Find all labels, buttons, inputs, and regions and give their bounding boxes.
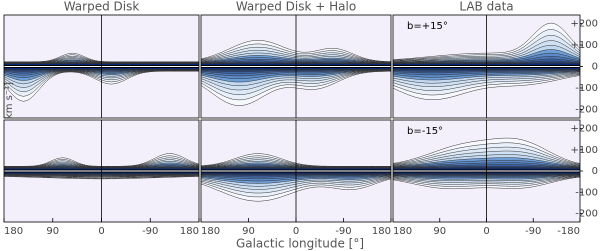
- x-axis-label: Galactic longitude [°]: [236, 237, 364, 251]
- x-tick-label: 180: [393, 226, 412, 237]
- x-tick-label: 90: [46, 226, 59, 237]
- y-tick-label: 0: [592, 62, 598, 73]
- y-tick-label: -200: [575, 209, 598, 220]
- x-tick-label: 180: [4, 226, 23, 237]
- y-tick-label: -100: [575, 83, 598, 94]
- panel-frame: [200, 14, 392, 119]
- panel-title: Warped Disk: [64, 0, 140, 14]
- y-tick-label: -200: [575, 104, 598, 115]
- x-tick-label: 0: [483, 226, 489, 237]
- x-tick-label: -180: [557, 226, 580, 237]
- y-tick-label: 0: [592, 166, 598, 177]
- x-tick-label: -90: [525, 226, 541, 237]
- y-tick-label: +200: [571, 19, 598, 30]
- panel-annotation: b=+15°: [407, 21, 448, 32]
- y-tick-label: +100: [571, 40, 598, 51]
- y-tick-label: -100: [575, 187, 598, 198]
- x-tick-label: 90: [433, 226, 446, 237]
- panel-title: LAB data: [459, 0, 513, 14]
- panel-title: Warped Disk + Halo: [236, 0, 356, 14]
- x-tick-label: 0: [98, 226, 104, 237]
- contours: [393, 22, 580, 100]
- x-tick-label: 0: [293, 226, 299, 237]
- x-tick-label: 90: [242, 226, 255, 237]
- x-tick-label: 180: [180, 226, 199, 237]
- y-tick-label: +200: [571, 124, 598, 135]
- panel-annotation: b=-15°: [407, 126, 443, 137]
- contours: [4, 52, 199, 102]
- x-tick-label: -90: [142, 226, 158, 237]
- x-tick-label: 180: [372, 226, 391, 237]
- y-axis-label: v LSR [km s⁻¹]: [4, 82, 15, 154]
- y-tick-label: +100: [571, 145, 598, 156]
- x-tick-label: -90: [335, 226, 351, 237]
- panel-frame: [3, 14, 200, 119]
- x-tick-label: 180: [201, 226, 220, 237]
